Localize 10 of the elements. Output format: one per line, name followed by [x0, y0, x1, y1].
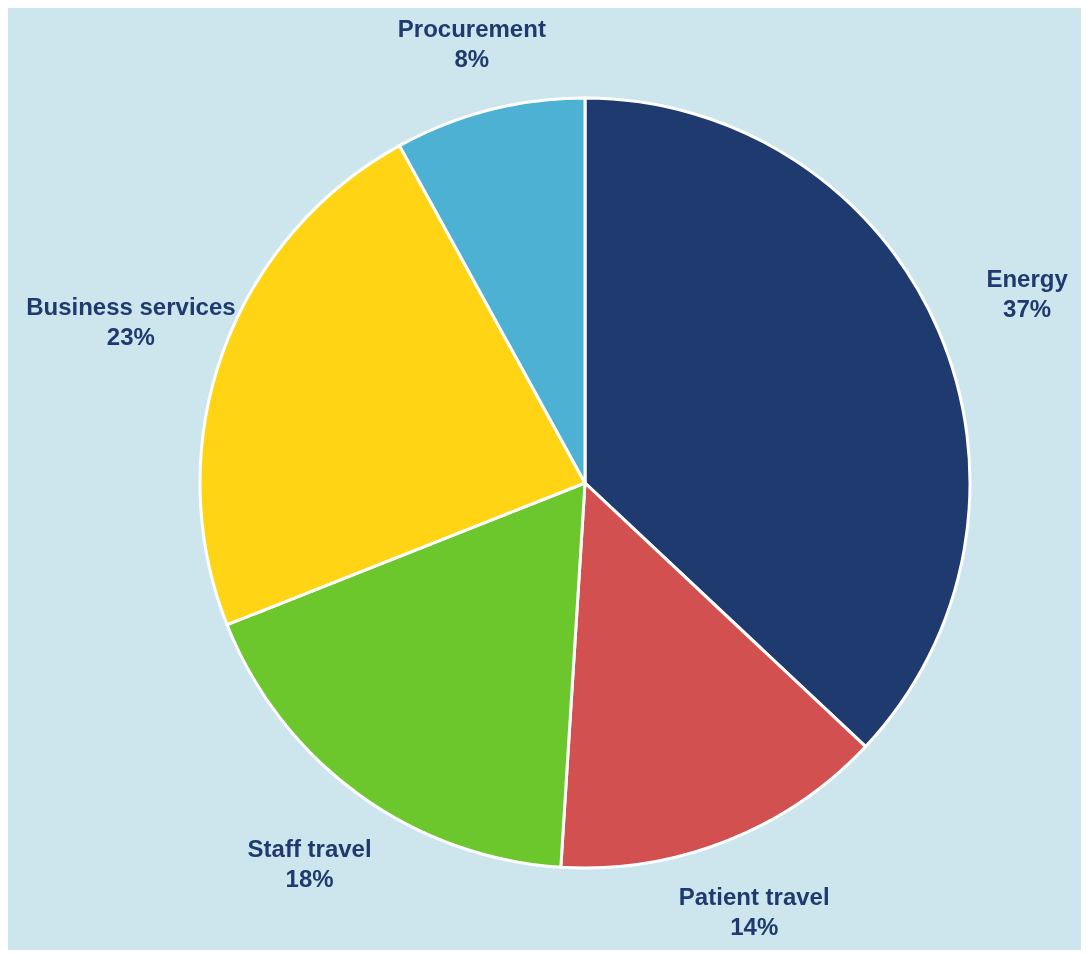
data-label: 14%: [730, 913, 779, 941]
data-label: 8%: [454, 45, 490, 73]
data-label: 18%: [285, 865, 334, 893]
slice-label: Staff travel: [247, 835, 372, 863]
slice-label: Procurement: [397, 15, 546, 43]
slice-label: Energy: [986, 264, 1069, 292]
slice-label: Business services: [26, 292, 236, 320]
data-label: 37%: [1003, 294, 1052, 322]
data-label: 23%: [106, 322, 155, 350]
slice-label: Patient travel: [678, 883, 830, 911]
